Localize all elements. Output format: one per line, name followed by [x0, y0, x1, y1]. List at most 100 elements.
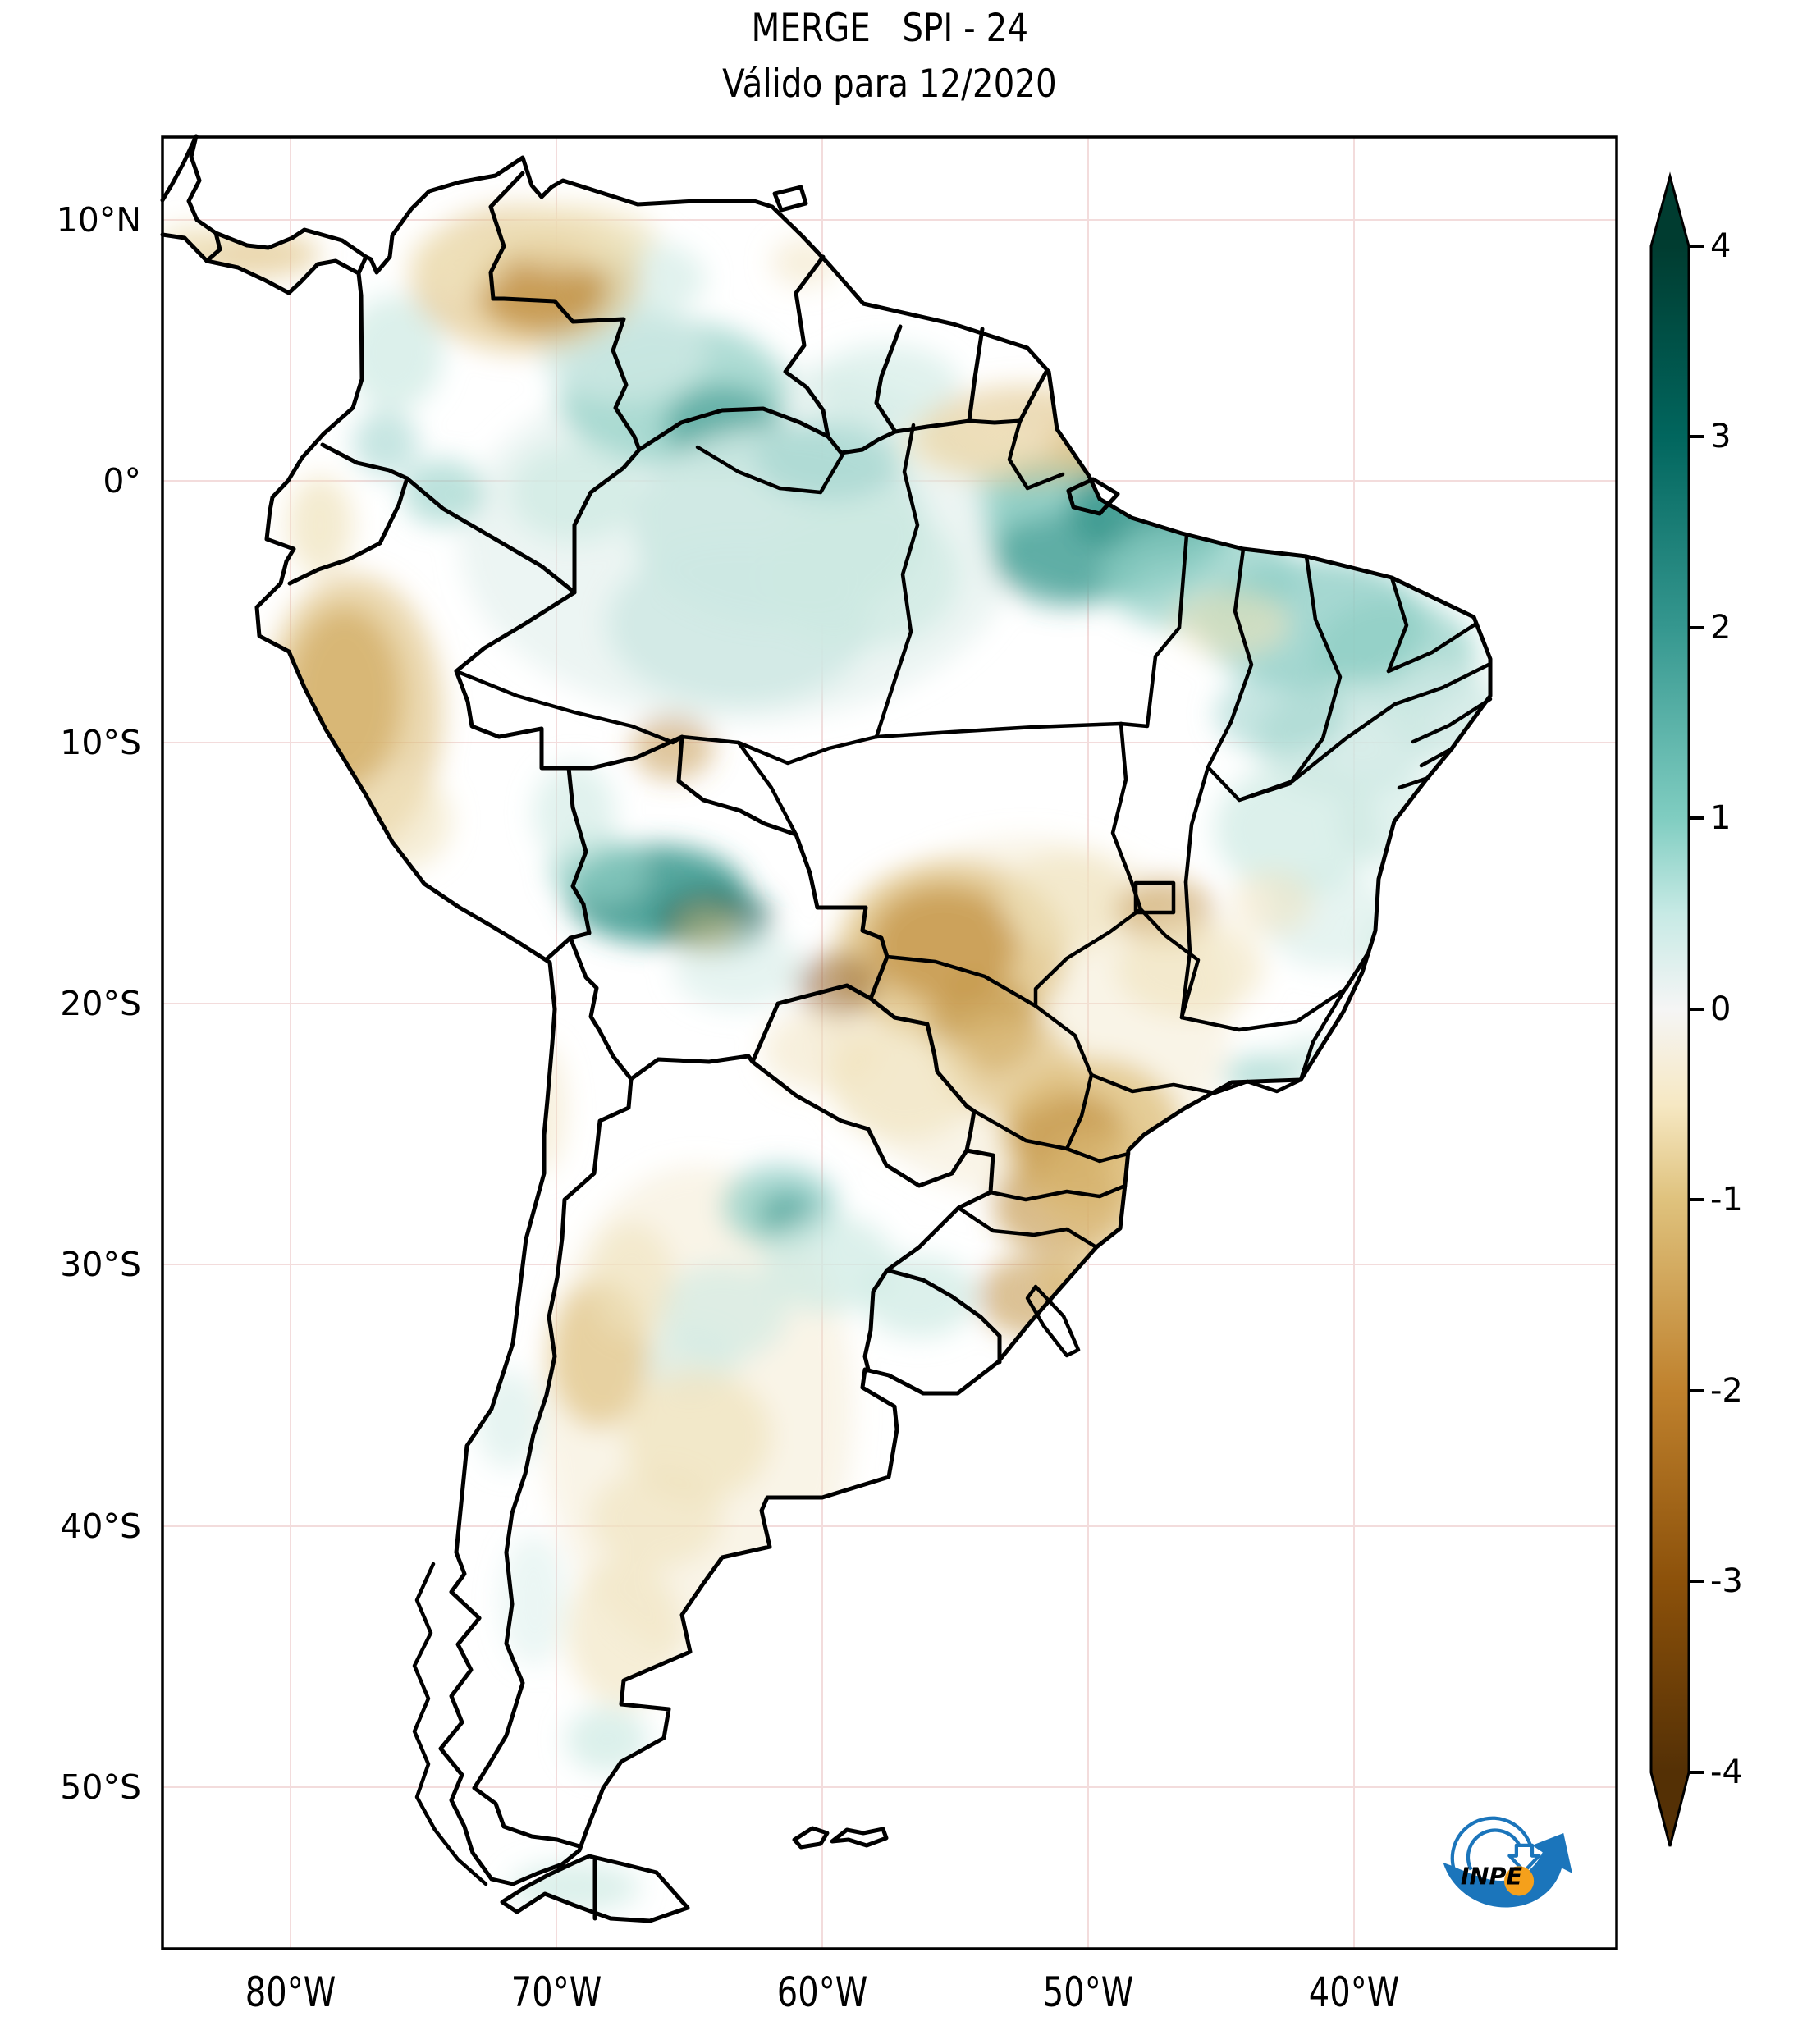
state-border-espiritosanto-minas: [1298, 949, 1371, 1082]
border-chile-argentina: [472, 1077, 634, 1849]
lagoa-dos-patos: [1025, 1284, 1081, 1358]
cb-tickmark-3: [1689, 435, 1704, 438]
border-colombia-brazil: [572, 447, 642, 595]
lat-label-20s: 20°S: [60, 984, 141, 1023]
inpe-orange-dot: [1504, 1866, 1535, 1896]
cb-label-n1: -1: [1710, 1181, 1743, 1219]
state-border-rn-paraiba: [1386, 621, 1479, 674]
cb-label-4: 4: [1710, 227, 1732, 265]
lon-label-80w: 80°W: [245, 1969, 336, 2016]
state-border-saopaulo-parana: [1064, 1146, 1131, 1164]
border-venezuela-guyana: [783, 254, 830, 439]
falkland-west: [792, 1826, 830, 1850]
border-bolivia-chile: [568, 935, 634, 1081]
state-border-pernambuco-alagoas: [1411, 697, 1493, 744]
border-venezuela-brazil: [637, 406, 830, 452]
border-colombia-ecuador: [320, 442, 409, 481]
border-guyana-suriname: [874, 324, 903, 434]
lat-label-0: 0°: [103, 461, 141, 501]
state-border-para-south: [874, 721, 1123, 739]
state-border-santacatarina-rs: [956, 1205, 1099, 1250]
lat-label-10s: 10°S: [60, 723, 141, 762]
cb-tickmark-1: [1689, 816, 1704, 820]
brazil-state-borders: [454, 418, 1493, 1250]
state-border-alagoas-sergipe: [1419, 746, 1455, 768]
state-border-matogrosso-ms: [885, 954, 1038, 1008]
state-border-amapa: [1007, 418, 1065, 491]
lon-label-70w: 70°W: [510, 1969, 602, 2016]
border-peru-brazil: [454, 590, 577, 771]
border-bolivia-argentina: [629, 1054, 755, 1081]
lat-label-50s: 50°S: [60, 1767, 141, 1807]
cb-label-n2: -2: [1710, 1372, 1743, 1410]
border-colombia-peru: [405, 476, 577, 595]
cb-label-3: 3: [1710, 418, 1732, 455]
islands: [412, 185, 1120, 1923]
cb-tickmark-2: [1689, 626, 1704, 629]
country-borders: [160, 134, 1049, 1849]
state-border-matogrosso-goias: [1033, 907, 1143, 1008]
border-peru-bolivia: [566, 766, 592, 940]
cb-label-n4: -4: [1710, 1754, 1743, 1791]
cb-tickmark-4: [1689, 245, 1704, 248]
border-frenchguiana-brazil: [1018, 369, 1049, 423]
title-line-1: MERGE SPI - 24: [751, 6, 1028, 51]
inpe-logo: INPE: [1443, 1816, 1572, 1908]
state-border-maranhao-west: [1119, 533, 1189, 729]
inpe-swoosh-arrow: [1443, 1832, 1572, 1908]
cb-label-2: 2: [1710, 609, 1732, 647]
cb-tickmark-0: [1689, 1008, 1704, 1011]
colorbar-bar: [1649, 171, 1690, 1847]
state-border-amazonas-south: [679, 734, 879, 766]
border-colombia-venezuela: [488, 171, 642, 452]
cb-tickmark-n1: [1689, 1198, 1704, 1201]
state-border-amazonas-para: [874, 423, 920, 739]
map-frame: [161, 135, 1618, 1950]
coastline-south-america: [160, 134, 1493, 1886]
lat-label-30s: 30°S: [60, 1245, 141, 1284]
cb-label-1: 1: [1710, 799, 1732, 837]
border-suriname-frenchguiana: [967, 327, 985, 423]
lat-label-40s: 40°S: [60, 1507, 141, 1546]
border-brazil-uruguay: [885, 1268, 1002, 1365]
cb-tickmark-n2: [1689, 1389, 1704, 1392]
border-panama-colombia: [356, 254, 368, 276]
state-border-minas-saopaulo: [1089, 1072, 1250, 1095]
state-border-maranhao-piaui: [1206, 546, 1254, 770]
chile-fjords-line: [412, 1562, 488, 1886]
trinidad-island: [772, 185, 808, 213]
cb-label-n3: -3: [1710, 1562, 1743, 1600]
state-border-piaui-bahia: [1183, 765, 1210, 885]
state-border-distrito-federal: [1133, 880, 1176, 915]
figure-title: MERGE SPI - 24 Válido para 12/2020: [162, 5, 1617, 117]
cb-tickmark-n3: [1689, 1580, 1704, 1583]
inpe-logo-text: INPE: [1461, 1863, 1523, 1891]
lat-label-10n: 10°N: [56, 200, 141, 240]
lon-label-50w: 50°W: [1042, 1969, 1134, 2016]
border-paraguay-brazil: [868, 996, 977, 1153]
border-nicaragua-costarica: [160, 134, 199, 203]
border-ecuador-peru: [287, 476, 409, 586]
state-border-ms-parana: [972, 1109, 1069, 1151]
lon-label-40w: 40°W: [1308, 1969, 1400, 2016]
marajo-island: [1066, 477, 1120, 516]
state-border-minas-rio: [1245, 1077, 1303, 1094]
state-border-rondonia-matogrosso: [736, 740, 798, 837]
colorbar: [1649, 171, 1690, 1847]
border-peru-chile: [544, 935, 573, 962]
state-border-roraima-amazonas: [695, 445, 846, 495]
state-border-goias-minas: [1138, 907, 1201, 1020]
border-argentina-uruguay: [862, 1268, 890, 1372]
title-line-2: Válido para 12/2020: [722, 62, 1057, 107]
inpe-logo-graphic: INPE: [1443, 1816, 1572, 1908]
border-bolivia-brazil: [566, 734, 890, 1001]
state-border-paraiba-pernambuco: [1393, 662, 1491, 706]
border-paraguay-argentina: [750, 1059, 969, 1188]
state-border-ceara-riograndedonorte: [1386, 575, 1409, 674]
state-border-sergipe-bahia: [1397, 775, 1430, 790]
border-argentina-brazil: [885, 1148, 995, 1273]
state-border-parana-santacatarina: [988, 1183, 1128, 1202]
inpe-down-arrow: [1507, 1843, 1541, 1873]
